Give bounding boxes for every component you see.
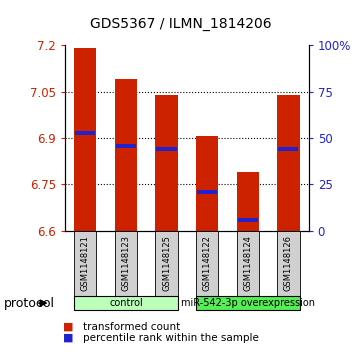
Text: protocol: protocol (4, 297, 55, 310)
Text: transformed count: transformed count (83, 322, 180, 332)
Text: percentile rank within the sample: percentile rank within the sample (83, 333, 259, 343)
Bar (238, 218, 258, 222)
Bar (277, 95, 300, 231)
Text: GSM1148126: GSM1148126 (284, 235, 293, 291)
Bar (278, 147, 299, 151)
Bar (196, 136, 218, 231)
Bar (156, 147, 177, 151)
Text: ■: ■ (63, 322, 74, 332)
Text: miR-542-3p overexpression: miR-542-3p overexpression (181, 298, 315, 308)
Bar (74, 49, 96, 231)
Text: GSM1148125: GSM1148125 (162, 235, 171, 291)
Bar (236, 172, 259, 231)
Text: ■: ■ (63, 333, 74, 343)
Bar (197, 190, 217, 194)
Text: GSM1148122: GSM1148122 (203, 235, 212, 291)
Text: GSM1148124: GSM1148124 (243, 235, 252, 291)
Text: GDS5367 / ILMN_1814206: GDS5367 / ILMN_1814206 (90, 17, 271, 30)
Text: GSM1148121: GSM1148121 (81, 235, 90, 291)
Text: GSM1148123: GSM1148123 (121, 235, 130, 291)
Bar (75, 131, 95, 135)
Text: control: control (109, 298, 143, 308)
Bar (115, 79, 137, 231)
Bar (116, 144, 136, 148)
Bar (155, 95, 178, 231)
